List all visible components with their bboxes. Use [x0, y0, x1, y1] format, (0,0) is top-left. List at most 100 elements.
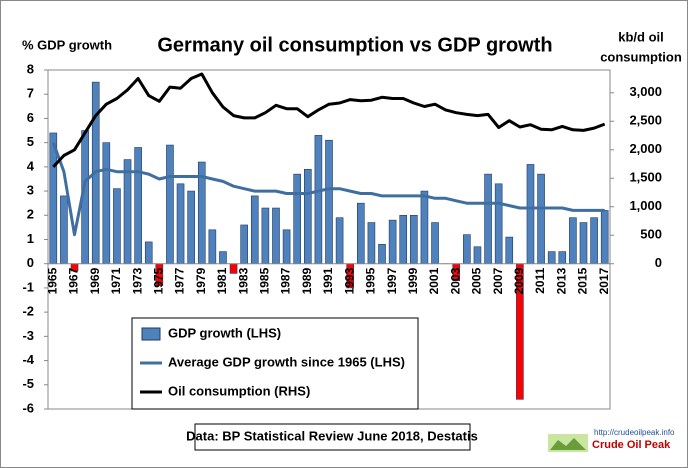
bar [357, 202, 365, 265]
bar [123, 159, 132, 265]
bar [293, 173, 301, 265]
y2-tick-label: 1,000 [629, 198, 662, 213]
x-tick-label: 2003 [448, 267, 462, 294]
x-tick-label: 1977 [173, 267, 187, 294]
legend-label: Average GDP growth since 1965 (LHS) [168, 354, 405, 369]
x-tick-label: 1985 [258, 267, 272, 294]
x-tick-label: 1975 [152, 267, 166, 294]
bar [144, 241, 153, 265]
chart-title: Germany oil consumption vs GDP growth [157, 34, 552, 56]
x-tick-label: 1981 [215, 267, 229, 294]
x-tick-label: 2007 [491, 267, 505, 294]
y-tick-label: -4 [22, 352, 34, 367]
y-tick-label: 2 [27, 207, 34, 222]
x-tick-label: 2001 [427, 267, 441, 294]
logo: http://crudeoilpeak.info Crude Oil Peak [548, 428, 675, 452]
bar [166, 144, 174, 265]
bar [250, 195, 259, 265]
x-tick-label: 2017 [597, 267, 611, 294]
logo-icon [550, 438, 586, 450]
y-axis-title: % GDP growth [22, 37, 112, 52]
x-tick-label: 2011 [533, 267, 547, 293]
bar [176, 183, 185, 265]
y-tick-label: -1 [22, 279, 34, 294]
bar [558, 251, 567, 265]
bar [494, 183, 503, 265]
bar [60, 195, 68, 265]
bar [526, 164, 535, 265]
x-tick-label: 2005 [470, 267, 484, 294]
bar [590, 217, 598, 265]
bar [261, 207, 270, 265]
y-tick-label: 3 [27, 183, 34, 198]
x-tick-label: 1965 [45, 267, 59, 294]
bar [600, 210, 609, 265]
y-tick-label: 0 [27, 255, 34, 270]
bar [303, 168, 312, 265]
x-tick-label: 1999 [406, 267, 420, 294]
bar [484, 173, 492, 265]
source-box [194, 423, 471, 451]
y-tick-label: 1 [27, 231, 34, 246]
y-tick-label: 7 [27, 86, 34, 101]
x-tick-label: 1995 [364, 267, 378, 294]
x-tick-label: 1989 [300, 267, 314, 294]
x-tick-label: 1993 [342, 267, 356, 294]
bar [187, 190, 195, 265]
bar [547, 251, 556, 265]
bar [134, 147, 142, 265]
bar [473, 246, 482, 265]
x-tick-label: 1979 [194, 267, 208, 294]
x-tick-label: 1997 [385, 267, 399, 294]
bar [378, 244, 386, 265]
legend-label: Oil consumption (RHS) [168, 383, 310, 398]
line [51, 142, 605, 237]
y-tick-label: 8 [27, 61, 34, 76]
y-tick-label: -2 [22, 304, 34, 319]
x-tick-label: 1967 [67, 267, 81, 294]
y2-tick-label: 0 [655, 255, 662, 270]
legend-swatch [141, 327, 161, 341]
x-tick-label: 2009 [512, 267, 526, 294]
bar [505, 236, 514, 265]
bar [410, 214, 418, 265]
bar [272, 207, 280, 265]
legend-label: GDP growth (LHS) [168, 325, 281, 340]
x-tick-label: 1991 [321, 267, 335, 294]
x-tick-label: 1969 [88, 267, 102, 294]
bar [537, 173, 545, 265]
x-tick-label: 1971 [109, 267, 123, 294]
bar [431, 222, 439, 265]
x-tick-label: 2015 [576, 267, 590, 294]
bar [113, 188, 121, 265]
source-note: Data: BP Statistical Review June 2018, D… [186, 428, 478, 443]
bar [325, 139, 333, 265]
logo-url: http://crudeoilpeak.info [594, 428, 675, 437]
x-tick-label: 1973 [130, 267, 144, 294]
y2-tick-label: 2,000 [629, 141, 662, 156]
bar [569, 217, 577, 265]
bar [335, 217, 344, 265]
y2-tick-label: 2,500 [629, 113, 662, 128]
y-tick-label: -5 [22, 376, 34, 391]
bar [282, 229, 291, 265]
bar [102, 142, 111, 265]
line [52, 72, 606, 168]
bar [388, 219, 397, 265]
y-tick-label: 6 [27, 110, 34, 125]
y2-tick-label: 1,500 [629, 170, 662, 185]
bar [240, 224, 248, 265]
y2-tick-label: 500 [640, 227, 662, 242]
y-tick-label: 5 [27, 134, 34, 149]
bar [314, 135, 323, 265]
bar [208, 229, 217, 265]
bar [219, 251, 227, 265]
y-tick-label: 4 [27, 158, 35, 173]
x-tick-label: 2013 [554, 267, 568, 294]
x-tick-label: 1983 [236, 267, 250, 294]
bar [420, 190, 429, 265]
y-tick-label: -3 [22, 328, 34, 343]
y2-tick-label: 3,000 [629, 84, 662, 99]
legend [131, 317, 419, 410]
